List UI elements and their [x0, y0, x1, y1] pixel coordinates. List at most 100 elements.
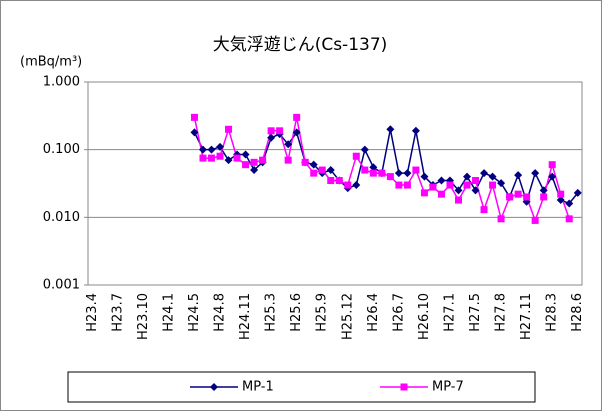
- marker: [208, 154, 215, 162]
- marker: [190, 113, 198, 121]
- x-tick-label: H24.1: [161, 293, 176, 332]
- marker: [310, 169, 318, 177]
- x-tick-label: H26.4: [366, 293, 381, 332]
- x-tick-label: H26.7: [391, 293, 406, 332]
- marker: [309, 160, 318, 169]
- marker: [344, 181, 352, 189]
- marker: [420, 189, 428, 197]
- series-line: [193, 129, 579, 205]
- marker: [523, 193, 531, 201]
- x-tick-label: H28.3: [545, 293, 560, 332]
- marker: [463, 172, 472, 181]
- marker: [301, 158, 309, 166]
- marker: [548, 172, 557, 181]
- marker: [411, 126, 420, 135]
- legend-marker: [210, 383, 218, 391]
- marker: [284, 140, 293, 149]
- marker: [242, 161, 250, 169]
- marker: [548, 161, 556, 169]
- marker: [471, 186, 480, 195]
- marker: [386, 125, 395, 134]
- marker: [412, 166, 420, 174]
- legend-marker: [400, 383, 408, 391]
- marker: [403, 181, 411, 189]
- marker: [267, 127, 275, 135]
- x-tick-label: H27.1: [442, 293, 457, 332]
- marker: [293, 113, 301, 121]
- y-tick-label: 0.100: [43, 142, 80, 157]
- marker: [199, 154, 207, 162]
- marker: [446, 181, 454, 189]
- x-tick-label: H28.6: [570, 293, 585, 332]
- marker: [352, 152, 360, 160]
- marker: [514, 190, 522, 198]
- y-axis-label: (mBq/m³): [20, 55, 82, 70]
- marker: [489, 181, 497, 189]
- marker: [480, 206, 488, 214]
- marker: [472, 177, 480, 185]
- x-tick-label: H27.8: [494, 293, 509, 332]
- marker: [361, 166, 369, 174]
- marker: [540, 193, 548, 201]
- marker: [437, 190, 445, 198]
- marker: [369, 169, 377, 177]
- marker: [378, 169, 386, 177]
- x-tick-label: H24.8: [213, 293, 228, 332]
- x-tick-label: H23.4: [85, 293, 100, 332]
- marker: [565, 199, 574, 208]
- x-tick-label: H27.5: [468, 293, 483, 332]
- plot-area: [87, 81, 583, 286]
- marker: [259, 156, 267, 164]
- marker: [198, 145, 207, 154]
- marker: [326, 166, 335, 175]
- marker: [284, 156, 292, 164]
- marker: [506, 193, 514, 201]
- marker: [539, 186, 548, 195]
- y-tick-label: 0.001: [43, 278, 80, 293]
- marker: [455, 196, 462, 204]
- x-tick-label: H25.9: [315, 293, 330, 332]
- marker: [531, 169, 540, 178]
- y-tick-label: 0.010: [43, 210, 80, 225]
- marker: [216, 152, 224, 160]
- x-tick-label: H26.10: [417, 293, 432, 340]
- x-tick-label: H23.7: [110, 293, 125, 332]
- legend: [67, 371, 536, 403]
- x-tick-label: H24.5: [187, 293, 202, 332]
- marker: [514, 171, 523, 180]
- marker: [335, 177, 343, 185]
- marker: [463, 181, 471, 189]
- legend-label: MP-1: [242, 380, 274, 395]
- marker: [190, 128, 199, 137]
- x-tick-label: H23.10: [136, 293, 151, 340]
- chart-title: 大気浮遊じん(Cs-137): [213, 35, 388, 55]
- marker: [429, 183, 437, 191]
- marker: [557, 190, 565, 198]
- marker: [488, 172, 497, 181]
- marker: [233, 154, 241, 162]
- marker: [225, 125, 233, 133]
- marker: [403, 169, 412, 178]
- marker: [565, 215, 573, 223]
- x-tick-label: H25.12: [340, 293, 355, 340]
- marker: [480, 169, 489, 178]
- marker: [276, 127, 284, 135]
- marker: [352, 181, 361, 190]
- marker: [497, 179, 506, 188]
- marker: [573, 188, 582, 197]
- marker: [224, 156, 233, 165]
- marker: [292, 128, 301, 137]
- marker: [497, 215, 505, 223]
- x-tick-label: H25.3: [264, 293, 279, 332]
- marker: [250, 158, 258, 166]
- marker: [420, 172, 429, 181]
- marker: [531, 216, 539, 224]
- marker: [360, 145, 369, 154]
- marker: [241, 150, 250, 159]
- marker: [327, 177, 335, 185]
- y-tick-label: 1.000: [43, 75, 80, 90]
- x-tick-label: H24.11: [238, 293, 253, 340]
- marker: [394, 169, 403, 178]
- marker: [454, 186, 463, 195]
